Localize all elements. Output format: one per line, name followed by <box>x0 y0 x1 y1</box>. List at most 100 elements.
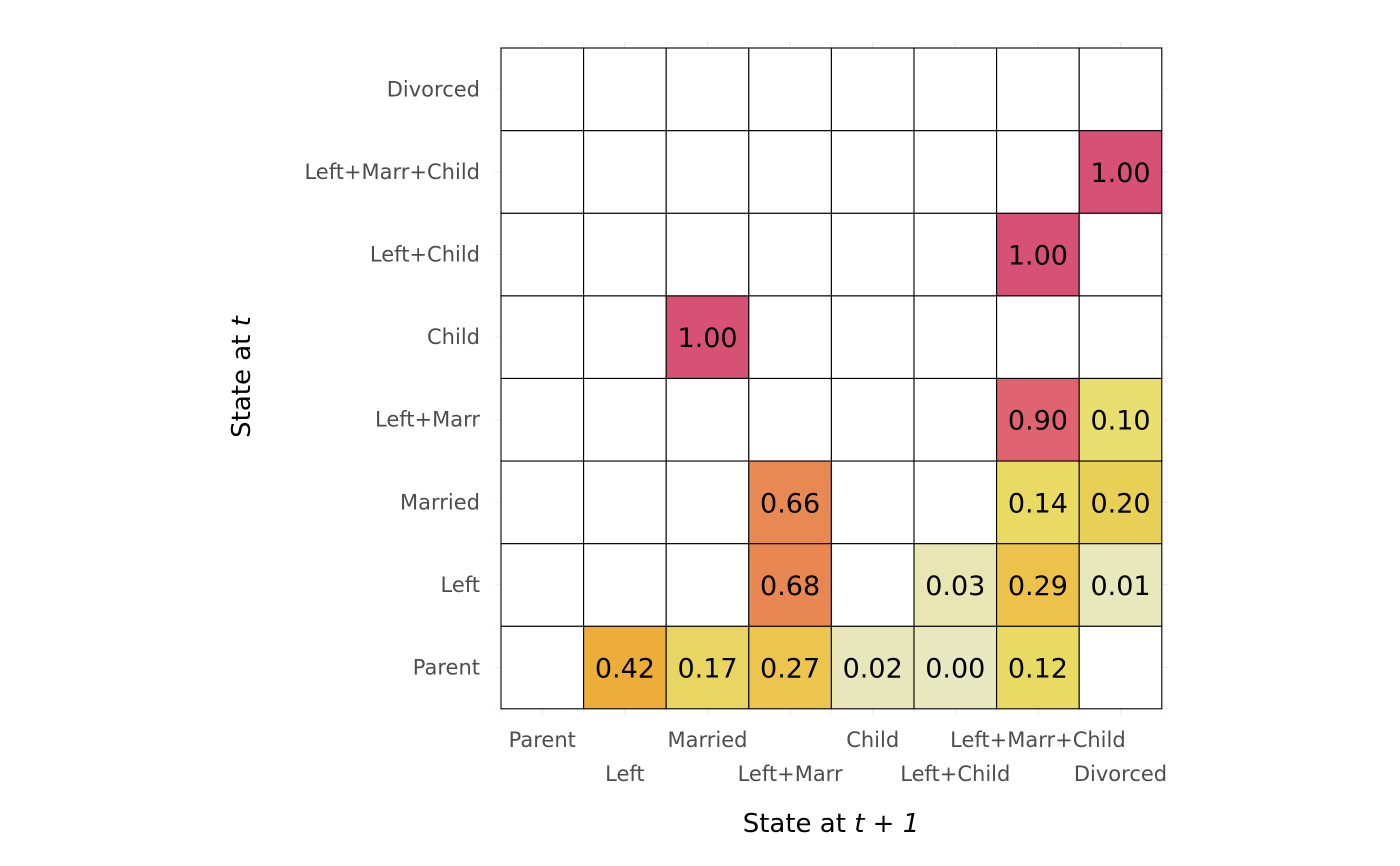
heatmap-cell-left-child-to-parent <box>500 212 585 297</box>
x-tick-label-child: Child <box>846 728 899 752</box>
cell-value-parent-to-child: 0.02 <box>843 654 903 685</box>
heatmap-cell-child-to-left-child <box>913 295 998 379</box>
x-tick-label-left-child: Left+Child <box>900 762 1010 786</box>
y-tick-label-married: Married <box>400 490 480 514</box>
heatmap-cell-left-to-left <box>583 543 667 627</box>
heatmap-cell-child-to-parent <box>500 295 585 379</box>
heatmap-cell-divorced-to-left <box>583 47 667 132</box>
x-tick-label-married: Married <box>668 728 748 752</box>
x-axis-title-prefix: State at <box>743 809 854 839</box>
heatmap-cell-left-marr-to-left-marr <box>748 377 832 462</box>
heatmap-cell-divorced-to-divorced <box>1078 47 1163 132</box>
heatmap-cell-married-to-child <box>830 460 915 545</box>
heatmap-cell-divorced-to-child <box>830 47 915 132</box>
cell-value-left-to-left-child: 0.03 <box>925 571 985 602</box>
cell-value-left-to-left-marr-child: 0.29 <box>1008 571 1068 602</box>
y-axis-title-italic: t <box>227 315 257 326</box>
heatmap-cell-left-marr-to-divorced <box>1078 377 1163 462</box>
heatmap-cell-left-to-parent <box>500 543 585 627</box>
heatmap-cell-divorced-to-married <box>665 47 750 132</box>
y-tick-label-left-marr: Left+Marr <box>375 408 480 432</box>
y-tick-label-left-marr-child: Left+Marr+Child <box>304 160 480 184</box>
heatmap-cell-married-to-divorced <box>1078 460 1163 545</box>
heatmap-cells <box>500 47 1163 710</box>
heatmap-cell-left-marr-child-to-parent <box>500 130 585 214</box>
heatmap-cell-left-marr-child-to-left <box>583 130 667 214</box>
cell-value-married-to-left-marr-child: 0.14 <box>1008 488 1068 519</box>
cell-value-parent-to-left: 0.42 <box>595 654 655 685</box>
heatmap-cell-left-child-to-married <box>665 212 750 297</box>
heatmap-cell-divorced-to-left-child <box>913 47 998 132</box>
heatmap-cell-left-marr-child-to-left-marr-child <box>996 130 1080 214</box>
heatmap-cell-married-to-left <box>583 460 667 545</box>
cell-value-left-marr-to-left-marr-child: 0.90 <box>1008 406 1068 437</box>
heatmap-cell-parent-to-divorced <box>1078 625 1163 710</box>
y-axis-title-prefix: State at <box>227 326 257 437</box>
cell-value-parent-to-married: 0.17 <box>677 654 737 685</box>
cell-value-child-to-married: 1.00 <box>677 323 737 354</box>
heatmap-cell-left-child-to-left-child <box>913 212 998 297</box>
heatmap-cell-left-to-left-marr <box>748 543 832 627</box>
x-axis-title: State at t + 1 <box>743 809 920 839</box>
x-axis-tick-labels: Parent Left Married Left+MarrChildLeft+Chil… <box>509 728 1167 786</box>
heatmap-cell-married-to-left-marr <box>748 460 832 545</box>
heatmap-cell-left-marr-child-to-left-marr <box>748 130 832 214</box>
x-tick-label-left: Left <box>605 762 645 786</box>
y-tick-label-divorced: Divorced <box>387 77 480 101</box>
heatmap-cell-child-to-left <box>583 295 667 379</box>
cell-value-left-marr-child-to-divorced: 1.00 <box>1090 158 1150 189</box>
heatmap-cell-divorced-to-left-marr <box>748 47 832 132</box>
heatmap-cell-left-child-to-left-marr-child <box>996 212 1080 297</box>
heatmap-cell-left-marr-child-to-married <box>665 130 750 214</box>
heatmap-cell-left-child-to-left-marr <box>748 212 832 297</box>
heatmap-cell-left-marr-child-to-divorced <box>1078 130 1163 214</box>
y-axis-title: State at t <box>227 315 257 437</box>
heatmap-cell-child-to-child <box>830 295 915 379</box>
heatmap-cell-parent-to-married <box>665 625 750 710</box>
heatmap-cell-child-to-left-marr <box>748 295 832 379</box>
heatmap-cell-married-to-left-marr-child <box>996 460 1080 545</box>
heatmap-cell-parent-to-left-marr <box>748 625 832 710</box>
heatmap-cell-married-to-married <box>665 460 750 545</box>
y-tick-label-left-child: Left+Child <box>370 243 480 267</box>
heatmap-cell-left-marr-to-left-child <box>913 377 998 462</box>
cell-value-parent-to-left-marr: 0.27 <box>760 654 820 685</box>
heatmap-cell-left-marr-child-to-child <box>830 130 915 214</box>
heatmap-cell-left-child-to-divorced <box>1078 212 1163 297</box>
cell-value-parent-to-left-child: 0.00 <box>925 654 985 685</box>
heatmap-cell-child-to-left-marr-child <box>996 295 1080 379</box>
heatmap-cell-child-to-married <box>665 295 750 379</box>
cell-value-left-child-to-left-marr-child: 1.00 <box>1008 241 1068 272</box>
x-tick-label-left-marr: Left+Marr <box>738 762 843 786</box>
heatmap-cell-left-to-married <box>665 543 750 627</box>
cell-labels: 0.42 0.17 0.27 0.02 0.00 0.12 0.68 0.03 0.29 0.01… <box>595 158 1151 685</box>
heatmap-cell-parent-to-parent <box>500 625 585 710</box>
y-tick-label-parent: Parent <box>413 656 480 680</box>
x-tick-label-left-marr-child: Left+Marr+Child <box>950 728 1126 752</box>
heatmap-cell-parent-to-left-marr-child <box>996 625 1080 710</box>
heatmap-cell-left-to-child <box>830 543 915 627</box>
x-axis-title-italic: t + 1 <box>854 809 919 839</box>
y-tick-label-child: Child <box>427 325 480 349</box>
heatmap-cell-left-marr-child-to-left-child <box>913 130 998 214</box>
heatmap-cell-left-marr-to-child <box>830 377 915 462</box>
heatmap-cell-parent-to-left-child <box>913 625 998 710</box>
heatmap-cell-divorced-to-parent <box>500 47 585 132</box>
y-axis-tick-labels: Parent Left Married Left+Marr Child Left+Chil… <box>304 77 480 679</box>
cell-value-married-to-divorced: 0.20 <box>1090 488 1150 519</box>
heatmap-cell-married-to-left-child <box>913 460 998 545</box>
cell-value-left-to-divorced: 0.01 <box>1090 571 1150 602</box>
heatmap-cell-child-to-divorced <box>1078 295 1163 379</box>
heatmap-cell-left-child-to-child <box>830 212 915 297</box>
cell-value-left-marr-to-divorced: 0.10 <box>1090 406 1150 437</box>
heatmap-cell-left-marr-to-parent <box>500 377 585 462</box>
x-tick-label-divorced: Divorced <box>1074 762 1167 786</box>
heatmap-cell-left-marr-to-left-marr-child <box>996 377 1080 462</box>
heatmap-cell-married-to-parent <box>500 460 585 545</box>
cell-value-married-to-left-marr: 0.66 <box>760 488 820 519</box>
x-tick-label-parent: Parent <box>509 728 576 752</box>
y-tick-label-left: Left <box>440 573 480 597</box>
heatmap-cell-left-child-to-left <box>583 212 667 297</box>
cell-value-parent-to-left-marr-child: 0.12 <box>1008 654 1068 685</box>
